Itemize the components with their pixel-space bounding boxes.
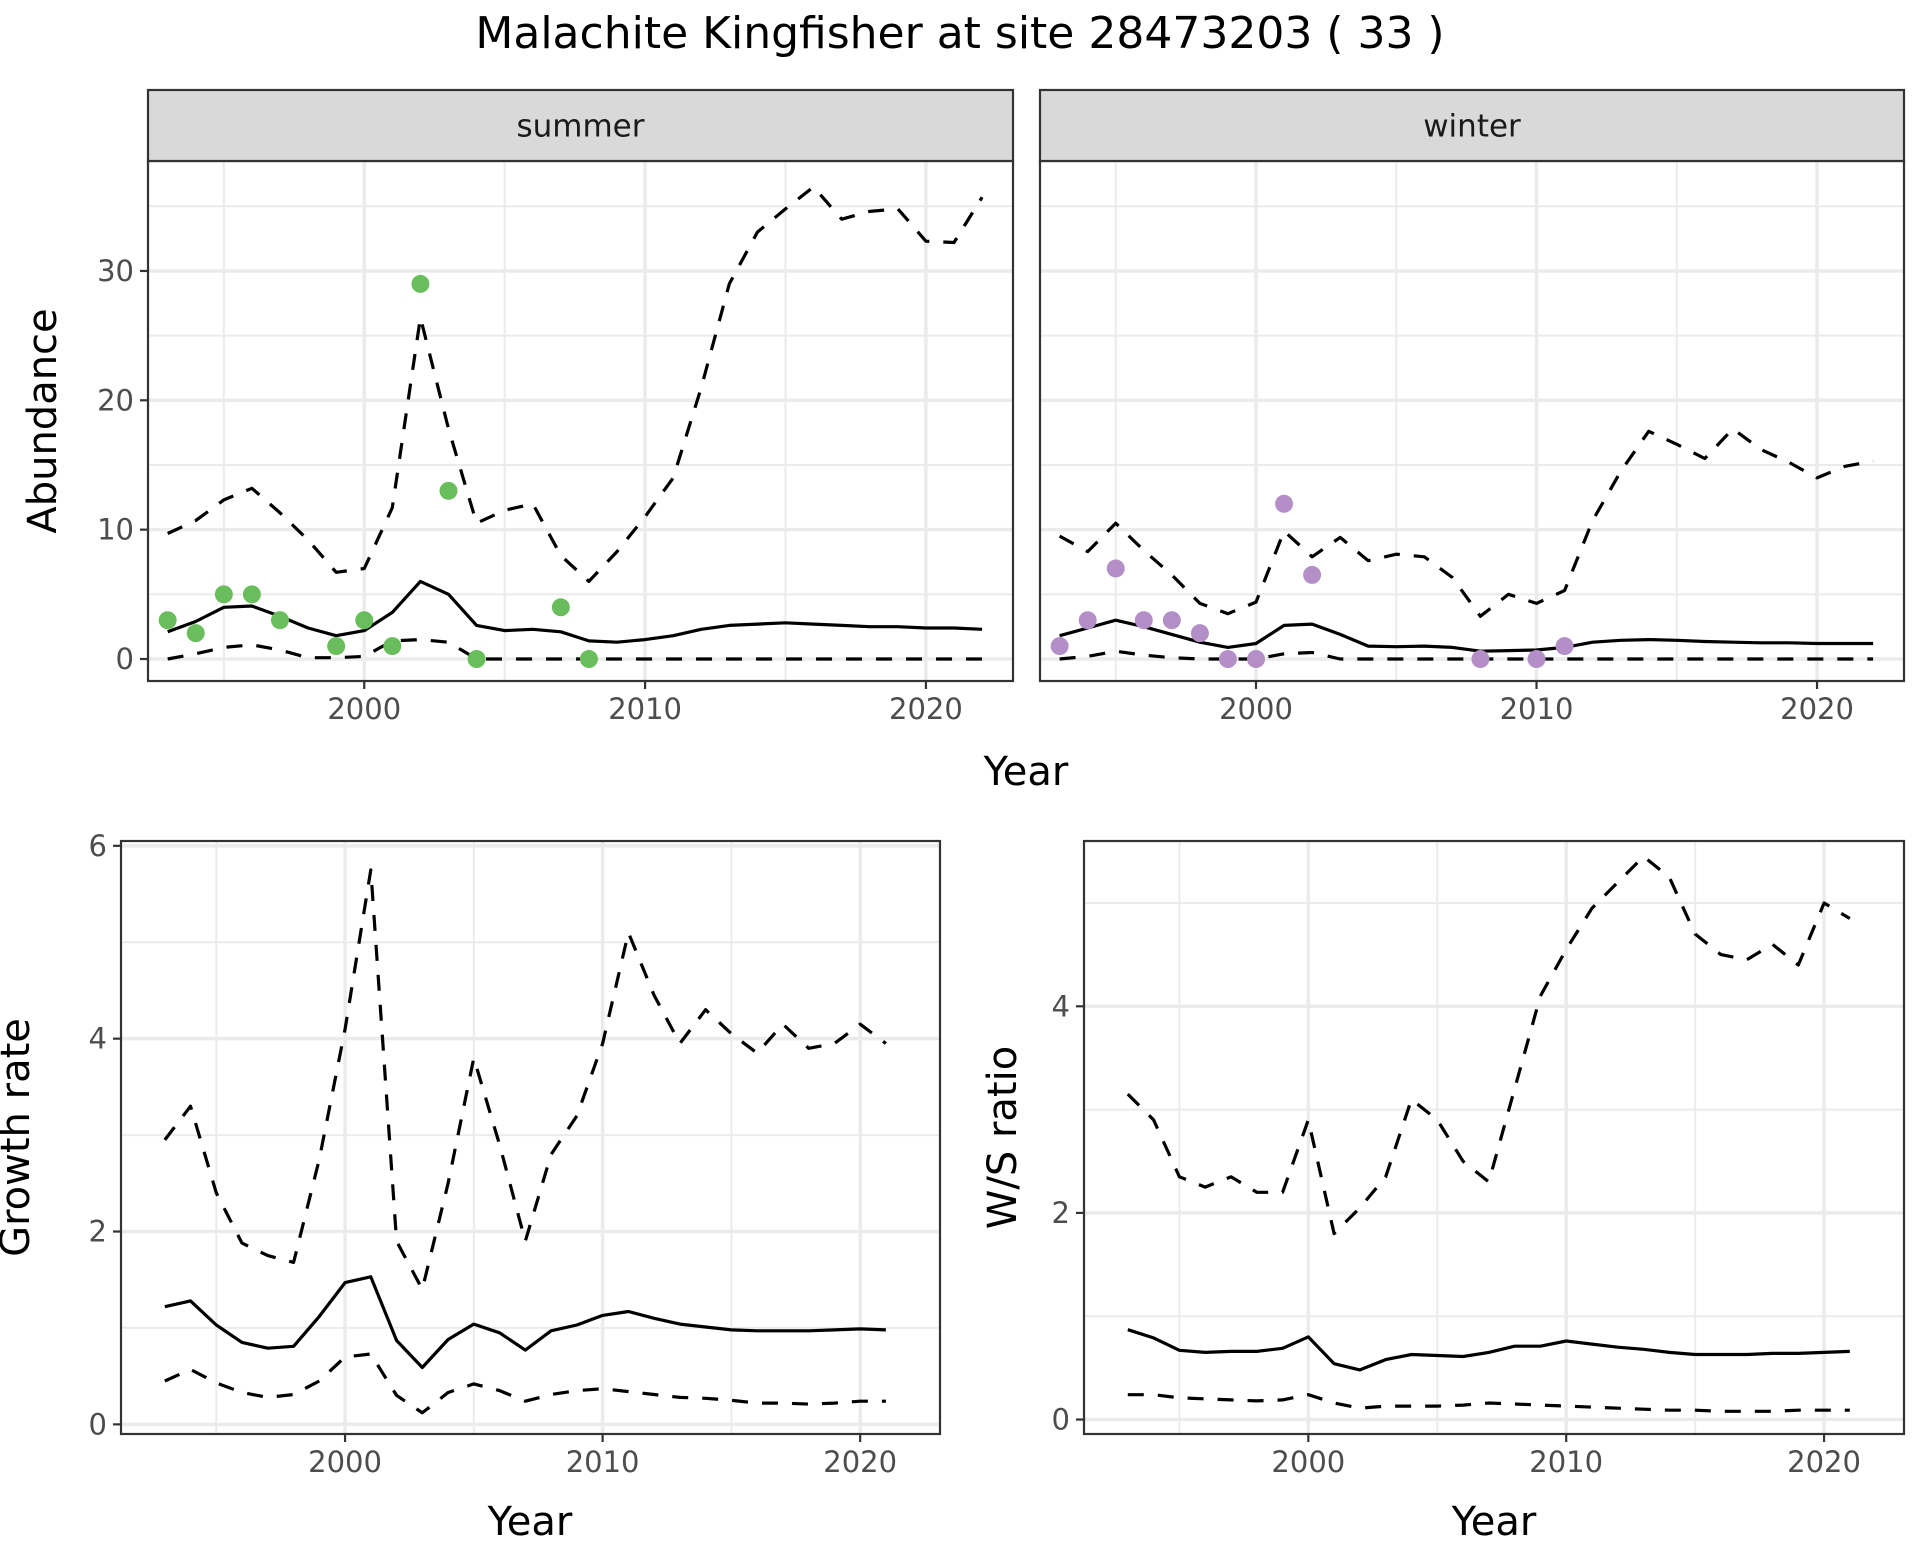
panel-abundance-winter: winter 2000 2010 2020: [1038, 88, 1906, 726]
data-point-observed: [1134, 611, 1153, 630]
x-tick-label: 2000: [308, 1445, 382, 1479]
data-point-observed: [327, 637, 346, 656]
x-tick-label: 2010: [1500, 692, 1574, 726]
y-tick-label: 2: [89, 1215, 107, 1249]
y-tick-label: 2: [1052, 1196, 1070, 1230]
series-line-upper: [163, 868, 887, 1292]
data-point-observed: [383, 637, 402, 656]
x-axis-title: Year: [487, 1499, 573, 1545]
y-tick-label: 0: [1052, 1403, 1070, 1437]
series-line-lower: [167, 637, 983, 661]
y-tick-label: 4: [89, 1022, 107, 1056]
panel-ws-ratio: 2000 2010 2020 0 2 4 W/S ratio Year: [980, 839, 1906, 1545]
series-line-upper: [167, 185, 984, 584]
y-tick-label: 4: [1052, 989, 1070, 1023]
figure-title: Malachite Kingfisher at site 28473203 ( …: [475, 8, 1444, 59]
data-point-observed: [1303, 565, 1322, 584]
y-tick-label: 0: [89, 1407, 107, 1441]
x-tick-label: 2020: [823, 1445, 897, 1479]
data-point-observed: [411, 274, 430, 293]
panel-border: [119, 839, 942, 1436]
x-tick-label: 2010: [608, 692, 682, 726]
facet-label: winter: [1423, 109, 1521, 145]
data-point-observed: [1078, 611, 1097, 630]
data-point-observed: [186, 624, 205, 643]
plot-background: [121, 841, 940, 1434]
y-axis-title: W/S ratio: [980, 1046, 1026, 1229]
y-tick-label: 30: [97, 254, 134, 288]
data-point-observed: [1527, 650, 1546, 669]
data-point-observed: [1162, 611, 1181, 630]
data-point-observed: [242, 585, 261, 604]
data-point-observed: [1471, 650, 1490, 669]
y-axis-title: Abundance: [20, 308, 66, 533]
y-tick-label: 10: [97, 513, 134, 547]
series-line-fit: [1059, 618, 1874, 653]
series-line-fit: [167, 579, 983, 644]
y-tick-label: 6: [89, 829, 107, 863]
y-axis-title: Growth rate: [0, 1018, 39, 1257]
series-line-upper: [1126, 854, 1851, 1236]
panel-border: [1082, 839, 1906, 1436]
series-line-fit: [1127, 1328, 1850, 1372]
data-point-observed: [1106, 559, 1125, 578]
data-point-observed: [551, 598, 570, 617]
x-tick-label: 2020: [1780, 692, 1854, 726]
data-point-observed: [579, 650, 598, 669]
panel-abundance-summer: summer 2000 2010 2020 0 10 20 30 Abundance: [20, 88, 1015, 726]
data-point-observed: [467, 650, 486, 669]
facet-label: summer: [516, 109, 644, 145]
y-tick-label: 0: [116, 642, 134, 676]
plot-background: [1040, 161, 1904, 681]
data-point-observed: [1218, 650, 1237, 669]
x-axis-title-shared: Year: [983, 749, 1069, 795]
facet-strip: [1038, 88, 1906, 163]
data-point-observed: [158, 611, 177, 630]
series-line-lower: [164, 1352, 886, 1415]
series-line-fit: [164, 1275, 886, 1370]
x-tick-label: 2020: [1787, 1445, 1861, 1479]
plot-background: [148, 161, 1013, 681]
data-point-observed: [439, 481, 458, 500]
data-point-observed: [1555, 637, 1574, 656]
data-point-observed: [1275, 494, 1294, 513]
x-tick-label: 2010: [1529, 1445, 1603, 1479]
data-point-observed: [214, 585, 233, 604]
data-point-observed: [1247, 650, 1265, 669]
x-tick-label: 2010: [566, 1445, 640, 1479]
series-line-lower: [1127, 1393, 1850, 1413]
data-point-observed: [355, 611, 374, 630]
x-tick-label: 2020: [889, 692, 963, 726]
plot-background: [1084, 841, 1904, 1434]
data-point-observed: [270, 611, 289, 630]
x-tick-label: 2000: [327, 692, 401, 726]
series-line-upper: [1058, 427, 1874, 618]
facet-strip: [146, 88, 1015, 163]
data-point-observed: [1050, 637, 1069, 656]
x-tick-label: 2000: [1271, 1445, 1345, 1479]
x-tick-label: 2000: [1219, 692, 1293, 726]
y-tick-label: 20: [97, 383, 134, 417]
x-axis-title: Year: [1451, 1499, 1537, 1545]
panel-growth-rate: 2000 2010 2020 0 2 4 6 Growth rate Year: [0, 829, 942, 1545]
data-point-observed: [1190, 624, 1209, 643]
